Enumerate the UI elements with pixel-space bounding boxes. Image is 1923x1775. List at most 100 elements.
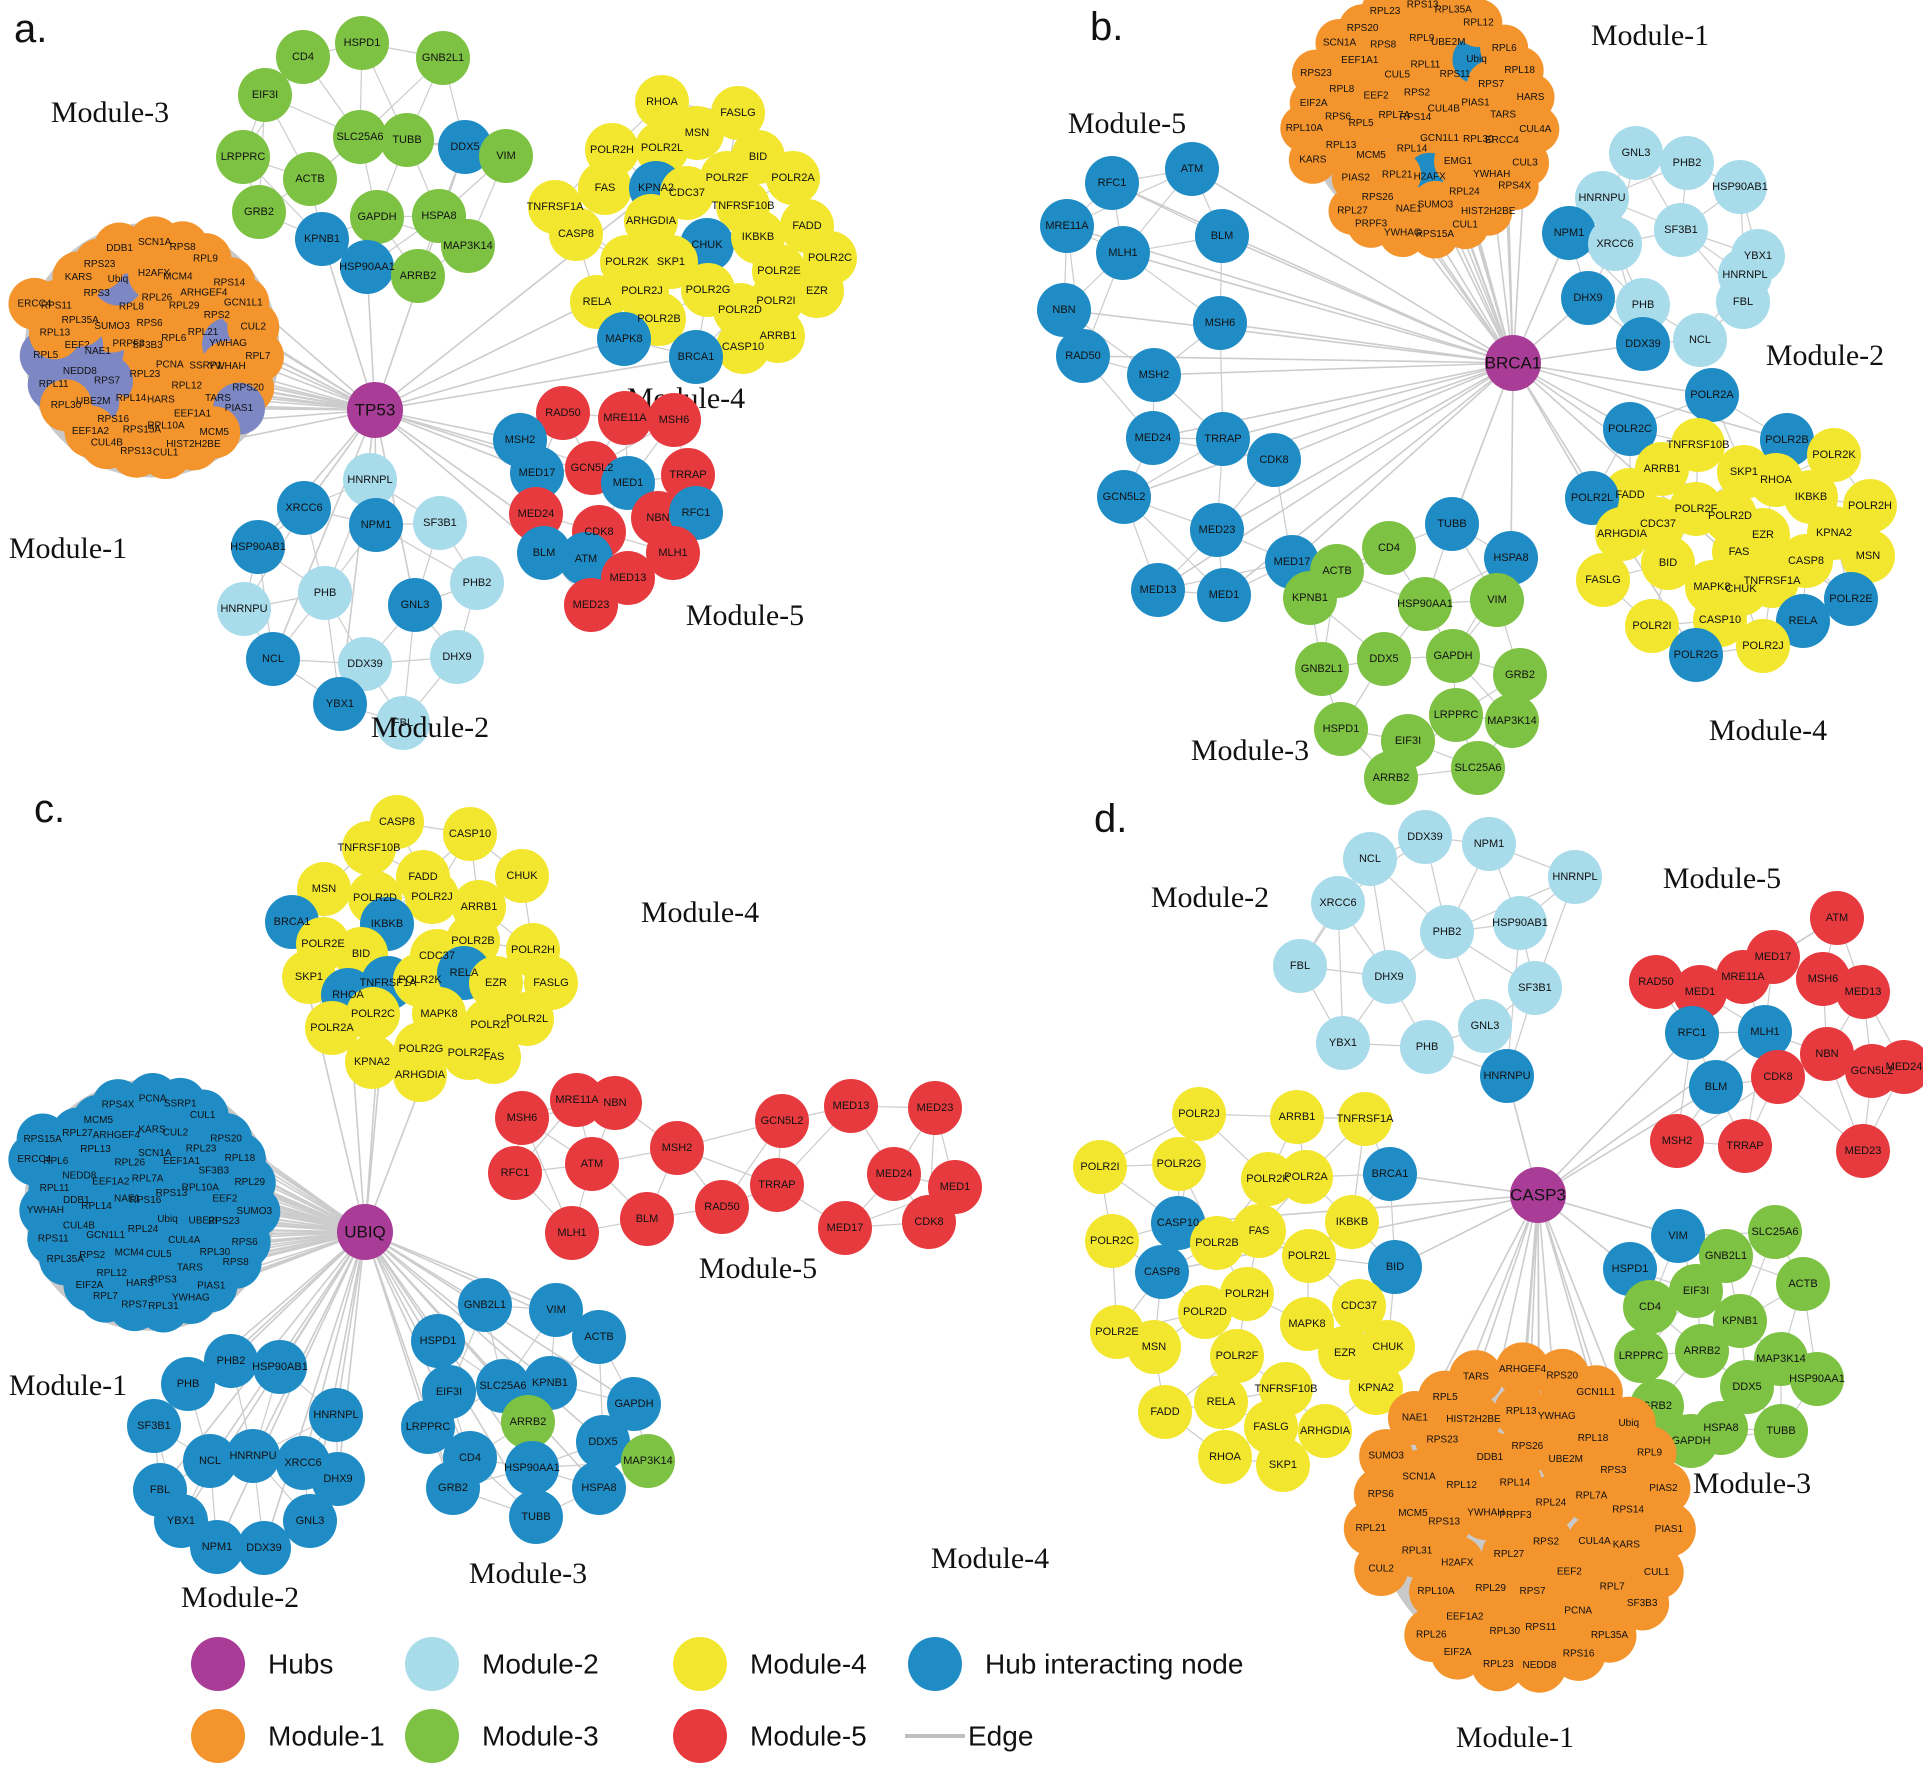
node-label: RPS3 bbox=[1600, 1465, 1627, 1476]
node-ERCC4 bbox=[8, 277, 61, 330]
node-HNRNPL bbox=[1548, 850, 1602, 904]
module-label: Module-4 bbox=[931, 1542, 1049, 1575]
node-ARRB1 bbox=[1270, 1090, 1324, 1144]
node-label: H2AFX bbox=[138, 268, 171, 279]
node-label: TUBB bbox=[1766, 1425, 1795, 1437]
hub-node-TP53 bbox=[347, 382, 403, 438]
node-label: MED23 bbox=[917, 1102, 954, 1114]
node-MRE11A bbox=[598, 391, 652, 445]
node-DDX39 bbox=[338, 637, 392, 691]
node-label: GCN5L2 bbox=[571, 462, 614, 474]
node-label: RAD50 bbox=[1065, 350, 1100, 362]
node-label: FASLG bbox=[1253, 1421, 1288, 1433]
hub-node-UBIQ bbox=[337, 1204, 393, 1260]
node-label: NPM1 bbox=[1554, 227, 1585, 239]
node-PHB bbox=[161, 1357, 215, 1411]
node-label: RPL11 bbox=[39, 379, 69, 390]
node-label: RPL27 bbox=[1494, 1549, 1525, 1560]
node-label: EZR bbox=[1752, 529, 1774, 541]
node-label: BID bbox=[1386, 1261, 1404, 1273]
node-ACTB bbox=[283, 152, 337, 206]
node-RPL10A bbox=[1408, 1564, 1463, 1619]
node-label: SCN1A bbox=[1323, 37, 1357, 48]
node-HSP90AB1 bbox=[1493, 896, 1547, 950]
node-label: RPS13 bbox=[1407, 0, 1439, 10]
node-LRPPRC bbox=[1614, 1329, 1668, 1383]
node-label: CHUK bbox=[1372, 1341, 1404, 1353]
node-label: RHOA bbox=[646, 96, 678, 108]
node-label: MLH1 bbox=[1750, 1026, 1779, 1038]
node-label: RPS11 bbox=[1525, 1622, 1556, 1633]
node-label: POLR2B bbox=[637, 313, 680, 325]
node-GAPDH bbox=[1664, 1414, 1718, 1468]
node-NBN bbox=[588, 1076, 642, 1130]
node-label: RPS4X bbox=[1498, 181, 1531, 192]
node-label: MSN bbox=[1856, 550, 1881, 562]
node-label: RPL7A bbox=[1378, 110, 1410, 121]
node-label: POLR2G bbox=[399, 1043, 444, 1055]
node-GNB2L1 bbox=[1699, 1229, 1753, 1283]
node-label: POLR2G bbox=[1674, 649, 1719, 661]
node-FBL bbox=[1273, 939, 1327, 993]
node-MED17 bbox=[510, 446, 564, 500]
node-POLR2L bbox=[635, 121, 689, 175]
module-module-4-b: POLR2A POLR2C TNFRSF10B POLR2B POLR2K ARRB1 SK… bbox=[1565, 368, 1897, 747]
node-NEDD8 bbox=[1512, 1638, 1567, 1693]
node-label: EEF1A1 bbox=[163, 1156, 201, 1167]
node-DDX5 bbox=[576, 1415, 630, 1469]
node-label: FBL bbox=[1733, 296, 1753, 308]
node-label: POLR2C bbox=[1608, 423, 1652, 435]
node-label: BID bbox=[1659, 557, 1677, 569]
node-label: POLR2H bbox=[511, 944, 555, 956]
node-label: MED17 bbox=[519, 467, 556, 479]
legend-label: Module-2 bbox=[482, 1649, 599, 1680]
node-label: RPL18 bbox=[1578, 1433, 1609, 1444]
node-label: HSPA8 bbox=[1703, 1422, 1738, 1434]
node-CDC37 bbox=[1332, 1279, 1386, 1333]
node-label: RPS8 bbox=[170, 242, 197, 253]
node-label: HSP90AB1 bbox=[252, 1361, 308, 1373]
node-label: SUMO3 bbox=[1418, 199, 1454, 210]
node-MAP3K14 bbox=[621, 1434, 675, 1488]
node-label: LRPPRC bbox=[221, 151, 266, 163]
node-label: CDK8 bbox=[1763, 1071, 1792, 1083]
node-label: RPL11 bbox=[40, 1183, 70, 1194]
node-label: YWHAH bbox=[1473, 169, 1510, 180]
node-POLR2K bbox=[1807, 428, 1861, 482]
node-label: HARS bbox=[126, 1278, 154, 1289]
module-label: Module-1 bbox=[1456, 1721, 1574, 1754]
node-label: RPL24 bbox=[1536, 1497, 1567, 1508]
node-label: GNL3 bbox=[1471, 1020, 1500, 1032]
node-label: SF3B3 bbox=[132, 340, 163, 351]
node-label: RPS6 bbox=[136, 318, 163, 329]
node-label: CDC37 bbox=[669, 187, 705, 199]
node-label: BRCA1 bbox=[1372, 1168, 1409, 1180]
node-MAP3K14 bbox=[441, 219, 495, 273]
node-label: TRRAP bbox=[758, 1179, 795, 1191]
node-GCN5L2 bbox=[755, 1094, 809, 1148]
node-ATM bbox=[1165, 142, 1219, 196]
node-POLR2C bbox=[1085, 1214, 1139, 1268]
node-VIM bbox=[479, 129, 533, 183]
node-label: HARS bbox=[1517, 92, 1545, 103]
node-label: NCL bbox=[1359, 853, 1381, 865]
node-label: MED13 bbox=[1140, 584, 1177, 596]
module-label: Module-1 bbox=[1591, 19, 1709, 52]
node-RHOA bbox=[1198, 1430, 1252, 1484]
node-label: RAD50 bbox=[704, 1201, 739, 1213]
node-LRPPRC bbox=[401, 1400, 455, 1454]
node-label: CUL4A bbox=[1519, 124, 1552, 135]
node-label: POLR2L bbox=[641, 142, 683, 154]
node-label: RPS14 bbox=[213, 278, 245, 289]
node-label: TNFRSF10B bbox=[1667, 439, 1730, 451]
panel-a: CD4 HSPD1 GNB2L1 EIF3I SLC25A6 TUBB DDX5 VIM LRP… bbox=[8, 7, 857, 750]
node-TUBB bbox=[1754, 1404, 1808, 1458]
node-POLR2K bbox=[1241, 1152, 1295, 1206]
panel-letter-d: d. bbox=[1094, 797, 1127, 841]
node-label: PIAS1 bbox=[197, 1281, 226, 1292]
node-DDX39 bbox=[1398, 810, 1452, 864]
node-label: YWHAG bbox=[1384, 228, 1422, 239]
node-label: RPL6 bbox=[1492, 43, 1517, 54]
node-label: KARS bbox=[138, 1124, 166, 1135]
